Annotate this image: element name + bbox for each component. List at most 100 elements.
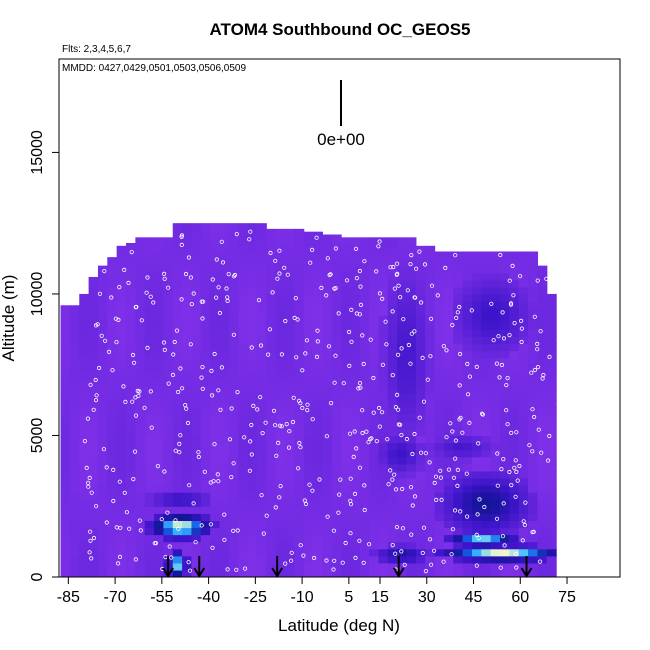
field-cell [247, 527, 258, 536]
sample-marker [494, 516, 500, 521]
field-cell [79, 463, 90, 472]
field-cell [247, 534, 258, 543]
field-cell [144, 407, 155, 415]
field-cell [219, 428, 230, 437]
field-cell [462, 541, 473, 550]
sample-marker [324, 434, 329, 439]
sample-marker [276, 440, 281, 445]
field-cell [247, 279, 258, 288]
field-cell [219, 336, 230, 345]
field-cell [247, 499, 258, 507]
field-cell [256, 463, 267, 472]
sample-marker [453, 456, 458, 461]
field-cell [107, 343, 118, 352]
field-cell [434, 385, 445, 394]
field-cell [313, 414, 323, 422]
field-cell [88, 520, 99, 529]
sample-marker [111, 498, 116, 504]
field-cell [228, 308, 239, 316]
field-cell [313, 385, 323, 394]
field-cell [172, 293, 183, 302]
field-cell [88, 470, 99, 479]
field-cell [97, 329, 108, 337]
field-cell [88, 456, 99, 465]
field-cell [462, 555, 473, 564]
field-cell [275, 407, 286, 415]
field-cell [359, 265, 370, 274]
sample-marker [341, 381, 346, 386]
sample-marker [508, 301, 514, 306]
field-cell [107, 470, 118, 479]
field-cell [490, 357, 501, 366]
field-cell [284, 485, 295, 493]
field-cell [462, 301, 473, 309]
field-cell [182, 230, 193, 238]
field-cell [60, 428, 71, 437]
field-cell [163, 499, 174, 507]
field-cell [387, 244, 398, 253]
field-cell [154, 485, 165, 493]
field-cell [546, 534, 557, 543]
field-cell [69, 442, 80, 451]
field-cell [528, 449, 539, 458]
field-cell [266, 477, 277, 486]
field-cell [294, 435, 305, 444]
sample-marker [333, 285, 338, 291]
field-cell [471, 562, 482, 571]
sample-marker [390, 372, 395, 378]
field-cell [546, 456, 557, 465]
x-axis: -85 -70 -55 -40 -25 -10 5 15 30 45 60 75 [57, 577, 576, 606]
sample-marker [460, 430, 465, 435]
field-cell [500, 485, 510, 493]
field-cell [369, 293, 380, 302]
sample-marker [514, 565, 519, 570]
field-cell [313, 456, 323, 465]
sample-marker [404, 436, 409, 442]
field-cell [256, 527, 267, 536]
field-cell [182, 336, 193, 345]
field-cell [172, 400, 183, 408]
sample-marker [255, 407, 260, 412]
field-cell [238, 357, 249, 366]
field-cell [518, 485, 529, 493]
field-cell [107, 350, 118, 359]
sample-marker [412, 295, 418, 300]
sample-marker [349, 307, 354, 312]
sample-marker [117, 479, 122, 484]
field-cell [331, 407, 342, 415]
sample-marker [200, 364, 205, 370]
field-cell [135, 293, 146, 302]
field-cell [500, 286, 510, 295]
sample-marker [511, 293, 516, 298]
field-cell [219, 329, 230, 337]
field-cell [537, 343, 548, 352]
field-cell [443, 279, 454, 288]
field-cell [387, 548, 398, 557]
sample-marker [315, 328, 320, 333]
field-cell [490, 371, 501, 380]
field-cell [266, 329, 277, 337]
field-cell [434, 485, 445, 493]
field-cell [387, 378, 398, 387]
field-cell [359, 421, 370, 429]
field-cell [275, 308, 286, 316]
sample-marker [222, 512, 227, 517]
field-cell [378, 548, 389, 557]
sample-marker [161, 340, 167, 345]
field-cell [228, 315, 239, 323]
field-cell [219, 364, 230, 373]
field-cell [294, 485, 305, 493]
sample-marker [380, 296, 385, 301]
field-cell [415, 329, 426, 337]
field-cell [247, 364, 258, 373]
field-cell [284, 272, 295, 281]
field-cell [97, 470, 108, 479]
field-cell [350, 308, 361, 316]
field-cell [256, 485, 267, 493]
field-cell [116, 463, 127, 472]
field-cell [303, 435, 314, 444]
sample-marker [177, 441, 182, 446]
field-cell [60, 541, 71, 550]
field-cell [163, 336, 174, 345]
